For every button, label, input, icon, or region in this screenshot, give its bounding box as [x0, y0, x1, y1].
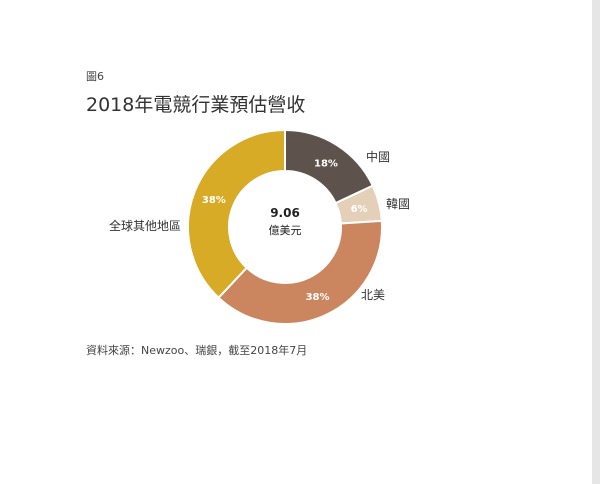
center-value: 9.06 — [270, 206, 300, 220]
slice-category-label: 韓國 — [386, 197, 410, 211]
slice-percent-label: 6% — [351, 204, 368, 215]
page-edge — [592, 0, 600, 484]
chart-slice-labels: 18% 6% 38% 38% — [202, 158, 368, 303]
slice-percent-label: 38% — [306, 292, 330, 303]
source-note: 資料來源：Newzoo、瑞銀，截至2018年7月 — [86, 344, 308, 357]
slice-category-label: 北美 — [361, 288, 385, 302]
slice-percent-label: 18% — [314, 158, 338, 169]
slice-category-label: 中國 — [366, 149, 390, 164]
center-unit: 億美元 — [269, 224, 302, 237]
slice-3 — [217, 219, 383, 325]
slice-category-label: 全球其他地區 — [109, 218, 181, 233]
figure-label: 圖6 — [86, 70, 104, 83]
chart-slices — [187, 128, 383, 325]
slice-4 — [187, 128, 286, 300]
chart-title: 2018年電競行業預估營收 — [86, 94, 306, 116]
slice-percent-label: 38% — [202, 195, 226, 206]
